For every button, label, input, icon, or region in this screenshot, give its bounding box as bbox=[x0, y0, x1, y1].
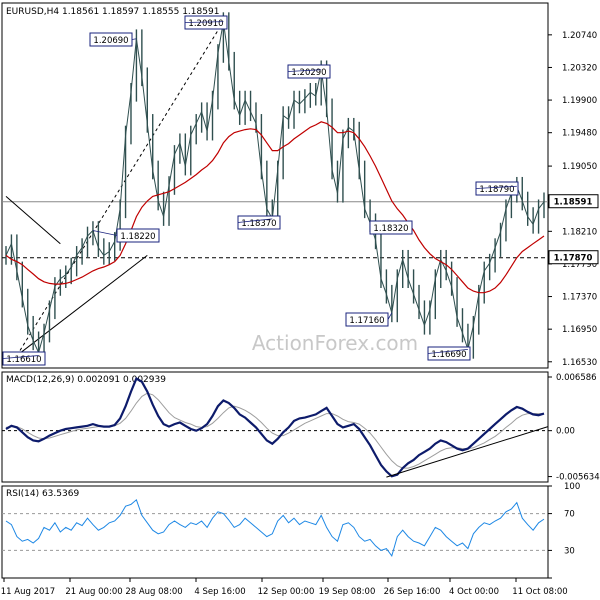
support-level-label-box bbox=[548, 250, 599, 265]
price-y-tick-label: 1.19050 bbox=[562, 162, 597, 172]
annotation-label: 1.18320 bbox=[373, 224, 408, 234]
rsi-line bbox=[5, 498, 545, 558]
macd-line bbox=[5, 376, 545, 478]
macd-y-tick-label: -0.005634 bbox=[556, 473, 600, 483]
annotation-leader bbox=[427, 348, 468, 354]
current-price-label: 1.18591 bbox=[554, 198, 593, 208]
x-tick-label: 11 Oct 08:00 bbox=[512, 587, 567, 597]
annotation-leader bbox=[387, 312, 393, 320]
annotation-label: 1.16690 bbox=[431, 350, 466, 360]
annotation-leader bbox=[475, 185, 517, 189]
price-y-tick-label: 1.17790 bbox=[562, 260, 597, 270]
channel-trendline-upper bbox=[5, 195, 61, 245]
annotation-label: 1.18370 bbox=[241, 219, 276, 229]
panel-frame-1 bbox=[1, 2, 549, 369]
rsi-header: RSI(14) 63.5369 bbox=[6, 489, 79, 499]
x-tick-label: 19 Sep 08:00 bbox=[319, 587, 376, 597]
price-header: EURUSD,H4 1.18561 1.18597 1.18555 1.1859… bbox=[6, 7, 219, 17]
x-tick-label: 4 Sep 16:00 bbox=[194, 587, 245, 597]
rsi-y-tick-label: 30 bbox=[564, 546, 575, 556]
annotation-leader bbox=[2, 355, 39, 359]
rsi-y-tick-label: 70 bbox=[564, 510, 575, 520]
macd-trendline bbox=[386, 426, 549, 478]
x-tick-label: 21 Aug 00:00 bbox=[65, 587, 122, 597]
annotation-label: 1.18790 bbox=[479, 185, 514, 195]
annotation-label: 1.17160 bbox=[349, 316, 384, 326]
watermark: ActionForex.com bbox=[252, 331, 418, 355]
x-tick-label: 26 Sep 16:00 bbox=[384, 587, 441, 597]
annotation-leader bbox=[131, 38, 137, 40]
support-level-label: 1.17870 bbox=[554, 254, 593, 264]
price-y-tick-label: 1.19480 bbox=[562, 129, 597, 139]
annotation-label: 1.18220 bbox=[120, 232, 155, 242]
macd-header: MACD(12,26,9) 0.002091 0.002939 bbox=[6, 375, 166, 385]
annotation-leader bbox=[184, 21, 224, 23]
annotation-label: 1.16610 bbox=[6, 355, 41, 365]
price-y-tick-label: 1.17370 bbox=[562, 293, 597, 303]
price-y-tick-label: 1.16950 bbox=[562, 325, 597, 335]
annotation-leader bbox=[287, 69, 322, 72]
x-tick-label: 12 Sep 00:00 bbox=[258, 587, 315, 597]
annotation-leader bbox=[237, 218, 273, 223]
price-y-tick-label: 1.16530 bbox=[562, 358, 597, 368]
price-line bbox=[5, 21, 545, 354]
annotation-label: 1.20290 bbox=[291, 68, 326, 78]
panel-frame-3 bbox=[1, 485, 549, 579]
price-y-tick-label: 1.20740 bbox=[562, 31, 597, 41]
price-y-tick-label: 1.18210 bbox=[562, 227, 597, 237]
x-tick-label: 28 Aug 08:00 bbox=[125, 587, 182, 597]
macd-y-tick-label: 0.006586 bbox=[556, 373, 597, 383]
x-tick-label: 4 Oct 00:00 bbox=[449, 587, 499, 597]
annotation-label: 1.20910 bbox=[188, 19, 223, 29]
price-y-tick-label: 1.20320 bbox=[562, 63, 597, 73]
rsi-y-tick-label: 100 bbox=[564, 482, 580, 492]
current-price-label-box bbox=[548, 194, 599, 209]
annotation-leader bbox=[92, 230, 118, 236]
annotation-label: 1.20690 bbox=[93, 36, 128, 46]
x-tick-label: 11 Aug 2017 bbox=[1, 587, 55, 597]
macd-y-tick-label: 0.00 bbox=[556, 427, 575, 437]
moving-average-line bbox=[5, 121, 545, 294]
price-y-tick-label: 1.19900 bbox=[562, 96, 597, 106]
